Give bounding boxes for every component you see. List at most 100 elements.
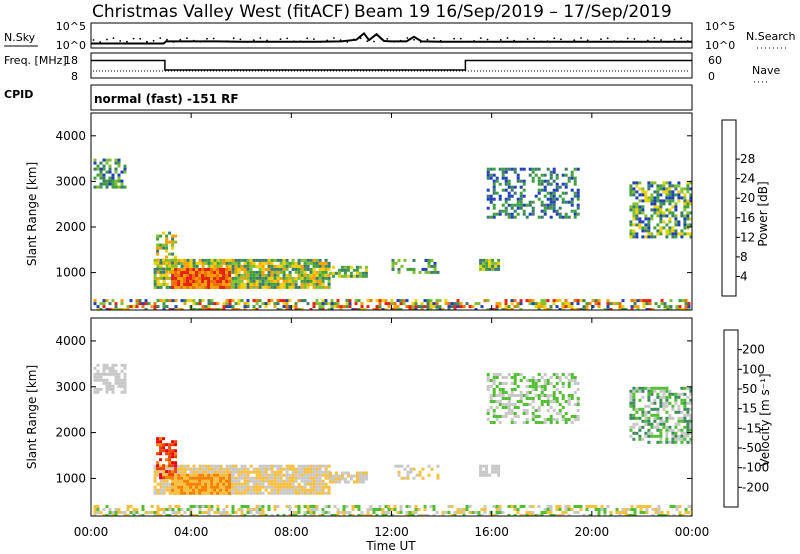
scatter-cell bbox=[354, 308, 358, 310]
scatter-cell bbox=[162, 243, 166, 247]
scatter-cell bbox=[171, 243, 175, 247]
scatter-cell bbox=[668, 416, 672, 420]
scatter-cell bbox=[585, 505, 589, 508]
scatter-cell bbox=[656, 422, 660, 426]
scatter-cell bbox=[180, 467, 184, 471]
scatter-cell bbox=[391, 258, 395, 262]
scatter-cell bbox=[534, 394, 538, 397]
scatter-cell bbox=[585, 305, 589, 309]
scatter-cell bbox=[165, 285, 169, 289]
scatter-cell bbox=[291, 282, 295, 286]
scatter-cell bbox=[243, 479, 247, 483]
nave-ytick-bottom: 0 bbox=[708, 70, 715, 83]
scatter-cell bbox=[306, 508, 310, 511]
scatter-cell bbox=[312, 514, 316, 516]
scatter-cell bbox=[180, 280, 184, 283]
scatter-cell bbox=[540, 209, 544, 213]
scatter-cell bbox=[111, 384, 115, 388]
scatter-cell bbox=[349, 271, 353, 275]
scatter-cell bbox=[441, 511, 445, 514]
scatter-cell bbox=[192, 274, 196, 277]
scatter-cell bbox=[501, 376, 505, 379]
scatter-cell bbox=[165, 255, 169, 259]
scatter-cell bbox=[543, 173, 547, 177]
scatter-cell bbox=[138, 514, 142, 516]
scatter-cell bbox=[665, 440, 669, 444]
scatter-cell bbox=[632, 181, 636, 185]
scatter-cell bbox=[294, 261, 298, 265]
scatter-cell bbox=[576, 415, 580, 418]
scatter-cell bbox=[555, 212, 559, 216]
scatter-cell bbox=[162, 491, 166, 495]
scatter-cell bbox=[243, 302, 247, 306]
scatter-cell bbox=[318, 261, 322, 265]
scatter-cell bbox=[132, 305, 136, 309]
scatter-cell bbox=[279, 482, 283, 486]
scatter-cell bbox=[231, 276, 235, 280]
scatter-cell bbox=[357, 308, 361, 310]
scatter-cell bbox=[491, 467, 495, 471]
scatter-cell bbox=[285, 282, 289, 286]
scatter-cell bbox=[225, 482, 229, 486]
scatter-cell bbox=[303, 473, 307, 477]
noise-ytick-right-top: 10^5 bbox=[705, 20, 735, 33]
scatter-cell bbox=[375, 305, 379, 309]
scatter-cell bbox=[672, 514, 676, 516]
scatter-cell bbox=[243, 276, 247, 280]
scatter-cell bbox=[159, 440, 163, 444]
scatter-cell bbox=[689, 440, 692, 444]
scatter-cell bbox=[635, 422, 639, 426]
noise-dot bbox=[686, 40, 689, 42]
scatter-cell bbox=[647, 404, 651, 408]
scatter-cell bbox=[294, 485, 298, 489]
scatter-cell bbox=[177, 283, 181, 286]
scatter-cell bbox=[644, 196, 648, 200]
scatter-cell bbox=[494, 470, 498, 474]
scatter-cell bbox=[138, 299, 142, 303]
scatter-cell bbox=[507, 305, 511, 309]
scatter-cell bbox=[408, 308, 412, 310]
scatter-cell bbox=[675, 505, 679, 508]
scatter-cell bbox=[162, 449, 166, 453]
scatter-cell bbox=[138, 302, 142, 306]
scatter-cell bbox=[249, 511, 253, 514]
scatter-cell bbox=[198, 271, 202, 274]
scatter-cell bbox=[228, 305, 232, 309]
range-tick-label: 4000 bbox=[55, 129, 86, 143]
scatter-cell bbox=[201, 505, 205, 508]
scatter-cell bbox=[498, 197, 502, 201]
scatter-cell bbox=[243, 261, 247, 265]
scatter-cell bbox=[543, 212, 547, 216]
scatter-cell bbox=[297, 308, 301, 310]
scatter-cell bbox=[174, 271, 178, 274]
scatter-cell bbox=[641, 208, 645, 212]
scatter-cell bbox=[273, 273, 277, 277]
scatter-cell bbox=[576, 203, 580, 207]
scatter-cell bbox=[285, 299, 289, 303]
scatter-cell bbox=[276, 470, 280, 474]
scatter-cell bbox=[246, 511, 250, 514]
scatter-cell bbox=[189, 491, 193, 495]
scatter-cell bbox=[513, 376, 517, 379]
scatter-cell bbox=[677, 422, 681, 426]
scatter-cell bbox=[656, 416, 660, 420]
scatter-cell bbox=[213, 467, 217, 471]
scatter-cell bbox=[159, 299, 163, 303]
scatter-cell bbox=[465, 302, 469, 306]
scatter-cell bbox=[300, 479, 304, 483]
scatter-cell bbox=[399, 511, 403, 514]
scatter-cell bbox=[650, 431, 654, 435]
scatter-cell bbox=[288, 270, 292, 274]
scatter-cell bbox=[642, 302, 646, 306]
scatter-cell bbox=[546, 511, 550, 514]
scatter-cell bbox=[234, 282, 238, 286]
scatter-cell bbox=[543, 394, 547, 397]
scatter-cell bbox=[204, 482, 208, 486]
scatter-cell bbox=[219, 482, 223, 486]
scatter-cell bbox=[168, 476, 172, 480]
scatter-cell bbox=[258, 508, 262, 511]
scatter-cell bbox=[513, 412, 517, 415]
scatter-cell bbox=[665, 416, 669, 420]
scatter-cell bbox=[210, 258, 214, 262]
